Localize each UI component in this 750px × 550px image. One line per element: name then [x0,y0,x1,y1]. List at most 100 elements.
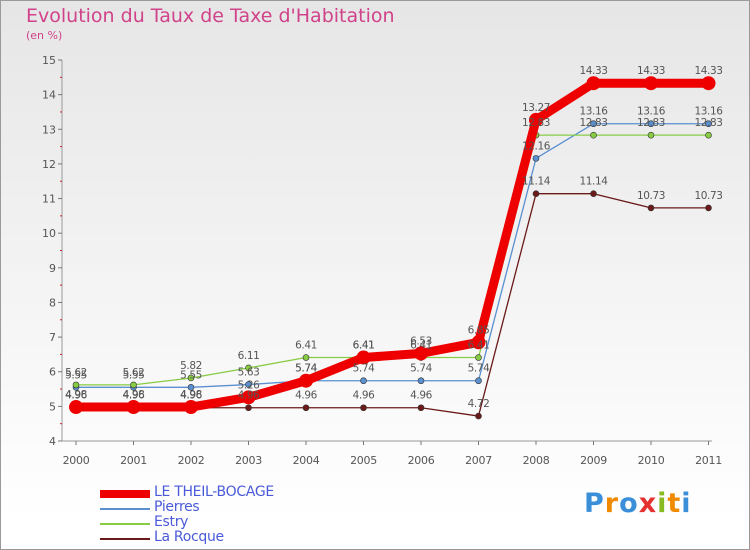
data-label: 5.74 [353,363,375,375]
y-tick-label: 14 [42,89,56,102]
x-tick-label: 2011 [695,454,722,467]
logo-letter: o [619,488,639,519]
data-label: 4.96 [295,390,317,402]
x-tick-label: 2009 [580,454,607,467]
data-point [414,346,428,361]
data-label: 10.73 [637,190,665,202]
data-label: 4.98 [65,389,87,401]
data-label: 13.16 [637,106,666,118]
legend-label: LE THEIL-BOCAGE [154,484,274,500]
logo-letter: i [657,488,668,519]
data-label: 12.83 [522,117,550,129]
data-label: 6.11 [238,350,260,362]
data-label: 12.83 [637,117,665,129]
legend-label: Estry [154,514,189,530]
logo-letter: i [681,488,692,519]
y-tick-label: 5 [49,400,56,413]
line-chart: 4 5 6 7 8 9 10 11 12 13 14 15 2000 2001 2002 2003 2004 20… [42,54,724,467]
data-label: 11.14 [579,176,608,188]
data-label: 14.33 [637,65,665,77]
data-point [644,76,658,91]
logo-letter: t [667,488,682,519]
data-point [590,190,597,197]
data-point [532,155,540,162]
x-tick-label: 2008 [523,454,550,467]
data-label: 6.41 [468,340,490,352]
data-label: 5.55 [180,369,202,381]
chart-subtitle: (en %) [26,29,63,42]
data-label: 10.73 [694,190,722,202]
data-label: 5.55 [123,369,145,381]
y-tick-label: 10 [42,227,56,240]
data-point [417,404,425,412]
x-tick-label: 2004 [293,454,320,467]
data-label: 6.53 [410,335,432,347]
y-tick-label: 8 [49,296,56,309]
data-point [245,404,252,412]
data-label: 11.14 [522,176,551,188]
x-tick-label: 2002 [178,454,205,467]
data-point [471,335,486,350]
x-tick-label: 2003 [235,454,262,467]
data-point [705,204,712,212]
y-tick-label: 7 [49,331,56,344]
data-point [586,76,601,91]
x-tick-label: 2007 [465,454,492,467]
data-label: 12.83 [694,117,722,129]
data-label: 6.41 [353,340,375,352]
y-tick-label: 6 [49,366,56,379]
data-label: 4.96 [238,390,260,402]
data-label: 12.83 [579,117,607,129]
data-point [647,131,655,139]
data-label: 5.62 [65,367,87,379]
logo-letter: r [604,488,620,519]
data-point [705,131,712,139]
data-label: 6.41 [410,340,432,352]
y-tick-label: 11 [42,193,56,206]
data-point [529,112,543,127]
data-point [360,377,367,385]
data-label: 4.96 [180,390,202,402]
series-line-3 [75,193,710,417]
data-point [130,381,137,389]
y-tick-label: 13 [42,123,56,136]
data-point [184,400,198,415]
logo-letter: P [584,488,605,519]
data-point [302,354,310,361]
x-tick-label: 2001 [120,454,147,467]
legend-swatch [100,538,150,540]
data-label: 14.33 [694,65,722,77]
data-label: 13.16 [694,106,723,118]
x-tick-label: 2005 [350,454,377,467]
chart-title: Evolution du Taux de Taxe d'Habitation [26,5,395,27]
data-label: 5.74 [410,363,432,375]
data-point [187,384,195,391]
y-tick-label: 12 [42,158,56,171]
data-point [647,120,655,128]
legend-swatch [100,523,150,525]
legend-swatch [100,490,150,498]
data-label: 5.74 [295,363,317,375]
data-label: 4.96 [65,390,87,402]
data-label: 5.63 [238,367,260,379]
data-label: 4.96 [123,390,145,402]
data-label: 4.72 [468,398,490,410]
data-label: 4.96 [410,390,432,402]
y-tick-label: 15 [42,54,56,67]
data-label: 13.27 [522,102,550,114]
y-tick-label: 4 [49,435,56,448]
series-line-2 [75,134,710,386]
data-point [360,404,367,412]
series-line-0 [71,78,713,412]
data-point [241,390,256,405]
data-point [590,131,597,139]
data-point [126,400,141,415]
data-point [701,76,716,91]
series-line-1 [75,123,710,388]
data-point [72,381,80,389]
data-point [187,374,195,382]
data-point [69,400,83,415]
data-point [302,404,310,412]
data-label: 4.98 [123,389,145,401]
